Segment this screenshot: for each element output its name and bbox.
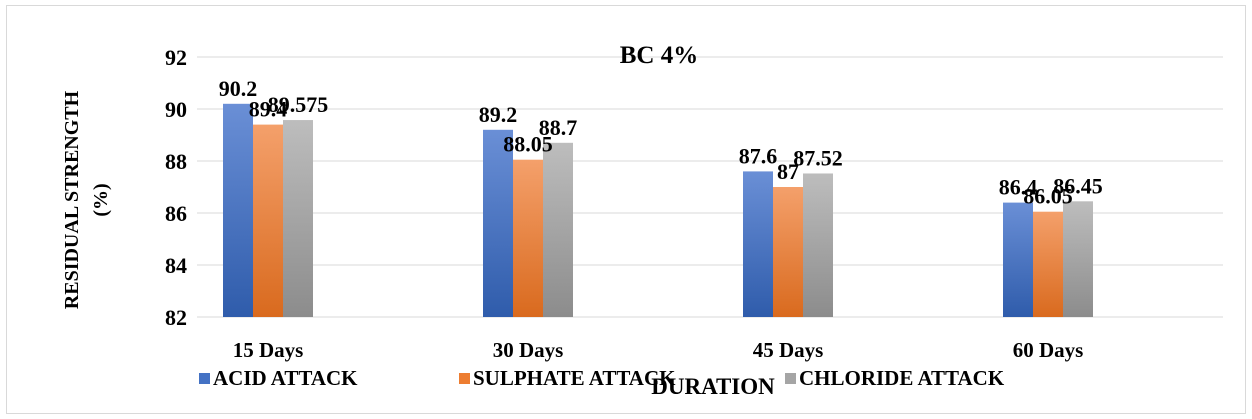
legend-label: CHLORIDE ATTACK: [799, 366, 1005, 390]
y-tick-label: 86: [165, 201, 187, 226]
data-label: 88.05: [503, 132, 553, 157]
data-label: 90.2: [219, 76, 258, 101]
y-axis: 82 84 86 88 90 92: [165, 45, 187, 330]
x-tick-label: 60 Days: [1013, 338, 1084, 362]
bar-sulphate-attack-2: [513, 159, 543, 317]
x-axis-title: DURATION: [651, 374, 775, 399]
bar-sulphate-attack-3: [773, 187, 803, 317]
data-label: 88.7: [539, 115, 578, 140]
data-label: 86.45: [1053, 173, 1103, 198]
x-axis-tick-labels: 15 Days 30 Days 45 Days 60 Days: [233, 338, 1084, 362]
data-labels: 90.2 89.2 87.6 86.4 89.4 88.05 87 86.05 89.575 88…: [219, 76, 1103, 209]
data-label: 87: [777, 159, 799, 184]
data-label: 86.05: [1023, 184, 1073, 209]
x-tick-label: 30 Days: [493, 338, 564, 362]
bar-chloride-attack-3: [803, 173, 833, 317]
data-label: 87.6: [739, 143, 778, 168]
y-axis-title: RESIDUAL STRENGTH (%): [61, 90, 112, 309]
bar-chloride-attack-1: [283, 120, 313, 317]
y-axis-title-line-1: RESIDUAL STRENGTH: [61, 90, 83, 309]
bar-chloride-attack-2: [543, 142, 573, 317]
chart-frame: [6, 5, 1246, 414]
y-tick-label: 82: [165, 305, 187, 330]
y-axis-title-line-2: (%): [90, 183, 112, 216]
chart-title: BC 4%: [620, 42, 698, 69]
legend-swatch: [785, 373, 796, 384]
data-label: 86.4: [999, 175, 1038, 200]
bar-acid-attack-3: [743, 171, 773, 317]
x-tick-label: 45 Days: [753, 338, 824, 362]
legend-swatch: [199, 373, 210, 384]
legend: ACID ATTACK SULPHATE ATTACK CHLORIDE ATTAC…: [199, 366, 1005, 390]
data-label: 89.4: [249, 97, 288, 122]
y-tick-label: 90: [165, 97, 187, 122]
data-label: 87.52: [793, 145, 843, 170]
bar-acid-attack-2: [483, 129, 513, 317]
data-label: 89.2: [479, 102, 518, 127]
y-tick-label: 84: [165, 253, 187, 278]
bar-sulphate-attack-1: [253, 124, 283, 317]
x-tick-label: 15 Days: [233, 338, 304, 362]
y-tick-label: 92: [165, 45, 187, 70]
legend-label: ACID ATTACK: [213, 366, 358, 390]
legend-swatch: [459, 373, 470, 384]
bar-acid-attack-4: [1003, 202, 1033, 317]
data-label: 89.575: [268, 92, 329, 117]
bar-sulphate-attack-4: [1033, 211, 1063, 317]
legend-label: SULPHATE ATTACK: [473, 366, 676, 390]
bar-acid-attack-1: [223, 103, 253, 317]
bars: [223, 103, 1093, 317]
bar-chloride-attack-4: [1063, 201, 1093, 317]
y-tick-label: 88: [165, 149, 187, 174]
